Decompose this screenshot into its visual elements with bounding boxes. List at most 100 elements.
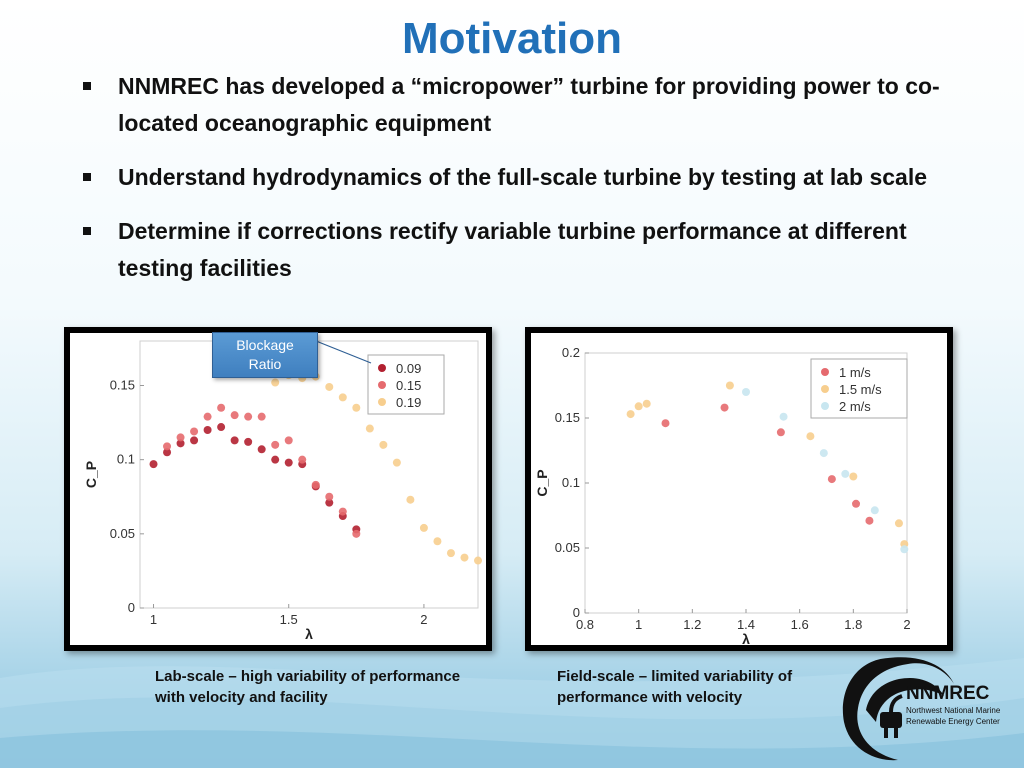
y-tick-label: 0 <box>128 600 135 615</box>
data-point <box>460 553 469 562</box>
data-point <box>852 499 861 508</box>
data-point <box>203 412 212 421</box>
data-point <box>325 382 334 391</box>
field-scale-chart-frame: 0.8 1 1.2 1.4 1.6 1.8 2 0 0.05 0.1 0.15 0.2 λ C_P 1 m/… <box>525 327 953 651</box>
x-tick-label: 1.2 <box>683 617 701 632</box>
data-point <box>338 393 347 402</box>
data-point <box>446 549 455 558</box>
x-tick-label: 1.5 <box>280 612 298 627</box>
data-point <box>230 411 239 420</box>
data-point <box>217 403 226 412</box>
data-point <box>474 556 482 565</box>
callout-line1: Blockage <box>236 337 294 353</box>
x-tick-label: 1.6 <box>791 617 809 632</box>
y-tick-label: 0.1 <box>562 475 580 490</box>
data-point <box>392 458 401 467</box>
blockage-ratio-callout: Blockage Ratio <box>212 332 318 378</box>
logo-line1: Northwest National Marine <box>906 706 1001 715</box>
y-tick-label: 0.05 <box>110 526 135 541</box>
data-point <box>271 455 280 464</box>
y-axis-label: C_P <box>534 469 550 496</box>
data-point <box>352 403 361 412</box>
plug-wave-icon <box>842 657 954 761</box>
legend-label: 1 m/s <box>839 365 871 380</box>
legend-marker <box>821 402 829 410</box>
legend-marker <box>378 398 386 406</box>
data-point <box>244 412 253 421</box>
x-tick-label: 1.8 <box>844 617 862 632</box>
x-tick-label: 1 <box>150 612 157 627</box>
data-point <box>271 378 280 387</box>
field-scale-chart: 0.8 1 1.2 1.4 1.6 1.8 2 0 0.05 0.1 0.15 0.2 λ C_P 1 m/… <box>531 333 947 645</box>
y-tick-label: 0.2 <box>562 345 580 360</box>
nnmrec-logo: NNMREC Northwest National Marine Renewab… <box>842 657 1001 761</box>
data-point <box>725 381 734 390</box>
data-point <box>827 475 836 484</box>
data-point <box>163 448 172 457</box>
x-tick-label: 1 <box>635 617 642 632</box>
data-point <box>365 424 374 433</box>
data-point <box>642 399 651 408</box>
bullet-item: Determine if corrections rectify variabl… <box>80 213 960 287</box>
field-scale-caption: Field-scale – limited variability of per… <box>557 668 793 706</box>
data-point <box>819 449 828 458</box>
data-point <box>203 426 212 434</box>
legend-label: 2 m/s <box>839 399 871 414</box>
legend-label: 0.19 <box>396 395 421 410</box>
legend-label: 0.15 <box>396 378 421 393</box>
data-point <box>776 428 785 437</box>
data-point <box>419 523 428 532</box>
x-axis-label: λ <box>305 626 313 642</box>
lab-scale-chart: 1 1.5 2 0 0.05 0.1 0.15 λ C_P 0.09 0.15 0.19 <box>70 333 486 645</box>
legend-label: 1.5 m/s <box>839 382 882 397</box>
x-tick-label: 1.4 <box>737 617 755 632</box>
data-point <box>661 419 670 428</box>
data-point <box>338 507 347 516</box>
data-point <box>352 529 361 538</box>
legend-label: 0.09 <box>396 361 421 376</box>
logo-name: NNMREC <box>906 683 990 704</box>
bullet-item: NNMREC has developed a “micropower” turb… <box>80 68 960 142</box>
data-point <box>379 440 388 449</box>
data-point <box>298 455 307 464</box>
data-point <box>720 403 729 412</box>
legend-marker <box>378 381 386 389</box>
bullet-text: Determine if corrections rectify variabl… <box>118 218 907 281</box>
legend-marker <box>378 364 386 372</box>
data-point <box>149 460 158 469</box>
data-point <box>849 472 858 481</box>
y-tick-label: 0 <box>573 605 580 620</box>
data-point <box>894 519 903 528</box>
data-point <box>841 469 850 478</box>
bullet-list: NNMREC has developed a “micropower” turb… <box>80 68 960 304</box>
y-tick-label: 0.1 <box>117 452 135 467</box>
bullet-text: Understand hydrodynamics of the full-sca… <box>118 164 928 190</box>
data-point <box>271 440 280 449</box>
data-point <box>626 410 635 419</box>
x-tick-label: 0.8 <box>576 617 594 632</box>
square-bullet-icon <box>83 82 91 90</box>
legend-marker <box>821 368 829 376</box>
data-point <box>742 388 750 396</box>
data-point <box>406 495 415 504</box>
bullet-item: Understand hydrodynamics of the full-sca… <box>80 159 960 196</box>
data-point <box>163 442 172 451</box>
data-point <box>325 492 334 501</box>
bullet-text: NNMREC has developed a “micropower” turb… <box>118 73 940 136</box>
y-tick-label: 0.05 <box>555 540 580 555</box>
data-point <box>230 436 239 445</box>
lab-scale-caption: Lab-scale – high variability of performa… <box>155 668 461 706</box>
data-point <box>176 439 185 448</box>
x-tick-label: 2 <box>420 612 427 627</box>
lab-scale-chart-frame: 1 1.5 2 0 0.05 0.1 0.15 λ C_P 0.09 0.15 0.19 <box>64 327 492 651</box>
background-wave <box>0 658 1024 768</box>
data-point <box>311 480 320 489</box>
data-point <box>257 445 266 454</box>
data-point <box>284 436 293 445</box>
data-point <box>257 412 266 421</box>
data-point <box>190 427 199 436</box>
data-point <box>900 545 909 554</box>
data-point <box>433 537 442 546</box>
logo-line2: Renewable Energy Center <box>906 717 1000 726</box>
data-point <box>190 436 199 445</box>
